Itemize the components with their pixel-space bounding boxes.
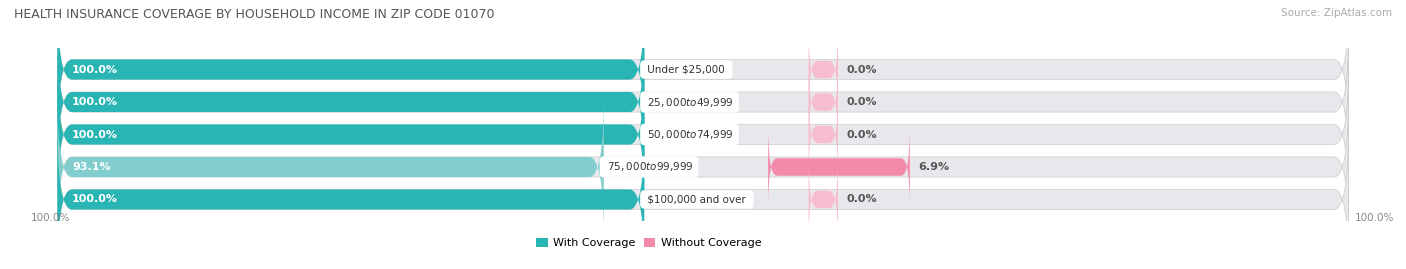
FancyBboxPatch shape	[58, 31, 1348, 173]
Text: $25,000 to $49,999: $25,000 to $49,999	[644, 95, 735, 108]
Text: 6.9%: 6.9%	[918, 162, 950, 172]
FancyBboxPatch shape	[58, 96, 1348, 238]
Text: 100.0%: 100.0%	[31, 213, 70, 223]
Text: Under $25,000: Under $25,000	[644, 65, 728, 75]
FancyBboxPatch shape	[58, 128, 644, 269]
Text: 100.0%: 100.0%	[1354, 213, 1393, 223]
FancyBboxPatch shape	[768, 127, 910, 207]
Text: 0.0%: 0.0%	[846, 129, 877, 140]
FancyBboxPatch shape	[808, 160, 838, 239]
Text: 0.0%: 0.0%	[846, 65, 877, 75]
Text: $100,000 and over: $100,000 and over	[644, 194, 749, 204]
Text: Source: ZipAtlas.com: Source: ZipAtlas.com	[1281, 8, 1392, 18]
Text: 0.0%: 0.0%	[846, 194, 877, 204]
Text: 100.0%: 100.0%	[72, 97, 118, 107]
Text: 100.0%: 100.0%	[72, 65, 118, 75]
Legend: With Coverage, Without Coverage: With Coverage, Without Coverage	[531, 234, 766, 253]
Text: 100.0%: 100.0%	[72, 129, 118, 140]
FancyBboxPatch shape	[58, 63, 1348, 206]
FancyBboxPatch shape	[808, 30, 838, 109]
FancyBboxPatch shape	[58, 96, 603, 238]
Text: 0.0%: 0.0%	[846, 97, 877, 107]
Text: $50,000 to $74,999: $50,000 to $74,999	[644, 128, 735, 141]
Text: 93.1%: 93.1%	[72, 162, 111, 172]
Text: $75,000 to $99,999: $75,000 to $99,999	[603, 161, 695, 174]
FancyBboxPatch shape	[58, 128, 1348, 269]
Text: HEALTH INSURANCE COVERAGE BY HOUSEHOLD INCOME IN ZIP CODE 01070: HEALTH INSURANCE COVERAGE BY HOUSEHOLD I…	[14, 8, 495, 21]
FancyBboxPatch shape	[58, 0, 1348, 141]
FancyBboxPatch shape	[808, 94, 838, 175]
FancyBboxPatch shape	[808, 62, 838, 142]
FancyBboxPatch shape	[58, 0, 644, 141]
FancyBboxPatch shape	[58, 31, 644, 173]
FancyBboxPatch shape	[58, 63, 644, 206]
Text: 100.0%: 100.0%	[72, 194, 118, 204]
